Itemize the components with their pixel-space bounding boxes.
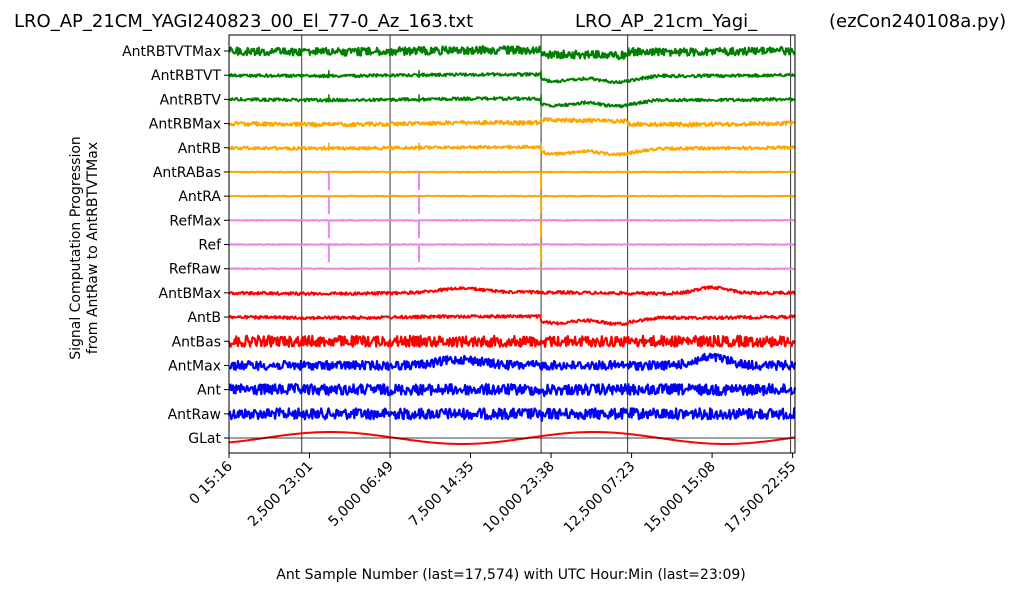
x-tick-label: 7,500 14:35 [406, 459, 477, 530]
x-tick-label: 5,000 06:49 [326, 459, 397, 530]
y-axis-label-line1: Signal Computation Progression [68, 136, 84, 360]
series-line-AntRBTV [228, 96, 796, 109]
y-tick-label: AntRBMax [149, 117, 221, 133]
y-tick-label: AntRA [178, 189, 221, 205]
x-tick-label: 10,000 23:38 [480, 459, 558, 537]
series-line-RefMax [228, 218, 796, 222]
y-axis-label-line2: from AntRaw to AntRBTVTMax [85, 142, 101, 354]
x-axis-label: Ant Sample Number (last=17,574) with UTC… [276, 567, 745, 583]
series-line-AntRBMax [228, 117, 796, 128]
chart-title-right: (ezCon240108a.py) [829, 11, 1006, 32]
series-line-Ref [228, 243, 796, 246]
chart-title-center: LRO_AP_21cm_Yagi_ [575, 11, 758, 32]
series-line-AntRB [228, 144, 796, 157]
y-tick-label: GLat [188, 431, 221, 447]
y-tick-label: Ant [197, 383, 221, 399]
series-line-Ant [228, 383, 797, 398]
series-line-AntRBTVT [228, 72, 796, 85]
series-line-AntB [228, 314, 796, 326]
y-tick-label: AntRBTV [160, 92, 222, 108]
series-line-AntRaw [227, 407, 796, 422]
y-tick-label: AntB [187, 310, 221, 326]
series-line-AntBas [227, 334, 796, 348]
y-tick-label: AntMax [168, 358, 221, 374]
y-tick-label: AntBas [172, 334, 221, 350]
y-tick-label: AntRABas [153, 165, 221, 181]
x-tick-label: 2,500 23:01 [245, 459, 316, 530]
series-group [227, 44, 797, 445]
x-tick-labels: 0 15:16 2,500 23:01 5,000 06:49 7,500 14:35… [187, 453, 800, 537]
y-tick-label: Ref [198, 238, 222, 254]
series-line-AntRA [228, 194, 796, 198]
series-line-GLat [228, 431, 796, 445]
x-tick-label: 17,500 22:55 [722, 459, 800, 537]
plot-frame [228, 34, 796, 454]
y-tick-label: AntBMax [159, 286, 222, 302]
y-tick-label: AntRaw [168, 407, 221, 423]
series-line-AntRBTVTMax [228, 44, 796, 61]
x-tick-label: 15,000 15:08 [641, 459, 719, 537]
x-tick-label: 0 15:16 [187, 458, 236, 507]
chart-title-left: LRO_AP_21CM_YAGI240823_00_El_77-0_Az_163… [14, 11, 473, 32]
series-line-AntBMax [228, 285, 796, 296]
y-tick-labels: GLatAntRawAntAntMaxAntBasAntBAntBMaxRefR… [122, 44, 229, 447]
y-tick-label: AntRB [178, 141, 221, 157]
y-tick-label: RefMax [169, 213, 221, 229]
series-line-AntMax [228, 352, 797, 371]
x-tick-label: 12,500 07:23 [561, 459, 639, 537]
y-tick-label: AntRBTVTMax [122, 44, 221, 60]
series-line-RefRaw [228, 267, 796, 271]
series-line-AntRABas [228, 170, 796, 174]
y-tick-label: AntRBTVT [151, 68, 221, 84]
y-tick-label: RefRaw [169, 262, 221, 278]
